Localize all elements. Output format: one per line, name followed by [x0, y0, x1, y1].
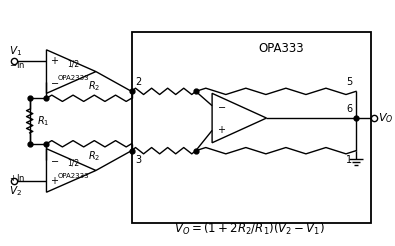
Text: 2: 2 — [135, 77, 142, 87]
Bar — [132, 32, 371, 223]
Text: $R_2$: $R_2$ — [88, 79, 100, 93]
Text: 5: 5 — [346, 77, 352, 87]
Text: 1/2: 1/2 — [67, 60, 79, 69]
Text: $R_2$: $R_2$ — [88, 149, 100, 163]
Text: $V_2$: $V_2$ — [9, 184, 22, 198]
Text: $V_1$: $V_1$ — [9, 44, 22, 58]
Text: 1/2: 1/2 — [67, 158, 79, 168]
Text: 1: 1 — [346, 155, 352, 165]
Text: $-$: $-$ — [217, 101, 226, 111]
Text: $R_1$: $R_1$ — [37, 114, 49, 128]
Text: +: + — [51, 56, 58, 66]
Text: 3: 3 — [135, 155, 141, 165]
Text: OPA2333: OPA2333 — [57, 173, 89, 179]
Text: 6: 6 — [346, 104, 352, 114]
Text: $-$: $-$ — [51, 77, 60, 88]
Text: $V_O$: $V_O$ — [378, 111, 393, 125]
Text: OPA2333: OPA2333 — [57, 75, 89, 80]
Text: +: + — [51, 176, 58, 186]
Text: $-$In: $-$In — [9, 59, 25, 70]
Text: OPA333: OPA333 — [258, 42, 304, 55]
Text: $+$In: $+$In — [9, 172, 25, 183]
Text: +: + — [217, 125, 225, 135]
Text: $-$: $-$ — [51, 154, 60, 165]
Text: $V_O = (1 + 2R_2/R_1)(V_2 - V_1)$: $V_O = (1 + 2R_2/R_1)(V_2 - V_1)$ — [174, 221, 325, 237]
